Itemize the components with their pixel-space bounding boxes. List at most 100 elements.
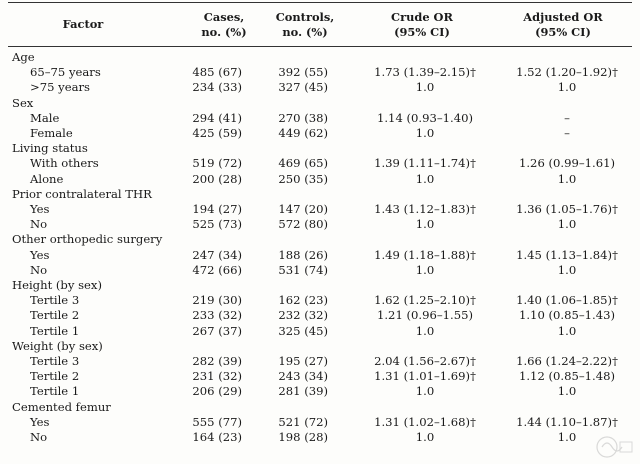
crude-or-cell: 1.39 (1.11–1.74)†	[374, 156, 476, 171]
adjusted-or-cell: 1.0	[557, 323, 577, 338]
controls-cell: 572 (80)	[278, 217, 328, 232]
controls-cell: 469 (65)	[278, 156, 328, 171]
table-row: Tertile 3 282 (39) 195 (27) 2.04 (1.56–2.67…	[8, 354, 632, 369]
crude-or-cell	[350, 232, 494, 247]
table-row: Tertile 3 219 (30) 162 (23) 1.62 (1.25–2.10…	[8, 293, 632, 308]
row-label: Living status	[12, 141, 88, 156]
controls-cell	[260, 232, 350, 247]
table-row: Alone 200 (28) 250 (35) 1.0 1.0	[8, 172, 632, 187]
table-row: Tertile 1 267 (37) 325 (45) 1.0 1.0	[8, 324, 632, 339]
row-label: No	[30, 217, 48, 232]
adjusted-or-cell	[494, 45, 632, 65]
group-header-row: Living status	[8, 141, 632, 156]
row-label: Tertile 3	[30, 354, 80, 369]
cases-cell	[188, 187, 260, 202]
row-label: Height (by sex)	[12, 278, 102, 293]
header-rule	[8, 46, 632, 47]
crude-or-cell: 1.14 (0.93–1.40)	[377, 110, 473, 125]
group-header-row: Cemented femur	[8, 400, 632, 415]
cases-cell	[188, 232, 260, 247]
row-label: Tertile 3	[30, 293, 80, 308]
adjusted-or-cell: –	[564, 126, 570, 141]
row-label: No	[30, 262, 48, 277]
crude-or-cell	[350, 96, 494, 111]
adjusted-or-cell: 1.0	[557, 217, 577, 232]
cases-cell: 485 (67)	[192, 65, 242, 80]
crude-or-cell: 1.0	[415, 323, 435, 338]
adjusted-or-cell	[494, 400, 632, 415]
table-row: 65–75 years 485 (67) 392 (55) 1.73 (1.39–2.…	[8, 65, 632, 80]
controls-cell	[260, 96, 350, 111]
adjusted-or-cell	[494, 96, 632, 111]
crude-or-cell	[350, 45, 494, 65]
row-label: Alone	[30, 171, 64, 186]
controls-cell: 327 (45)	[278, 80, 328, 95]
controls-cell: 521 (72)	[278, 414, 328, 429]
adjusted-or-cell	[494, 232, 632, 247]
adjusted-or-cell: –	[564, 110, 570, 125]
row-label: Cemented femur	[12, 399, 111, 414]
controls-cell: 147 (20)	[278, 202, 328, 217]
crude-or-cell: 1.0	[415, 217, 435, 232]
group-header-row: Weight (by sex)	[8, 339, 632, 354]
row-label: Yes	[30, 202, 50, 217]
data-table: Factor Cases, no. (%) Controls, no. (%) …	[8, 4, 632, 445]
adjusted-or-cell: 1.66 (1.24–2.22)†	[516, 354, 618, 369]
table-row: No 472 (66) 531 (74) 1.0 1.0	[8, 263, 632, 278]
cases-cell: 234 (33)	[192, 80, 242, 95]
adjusted-or-cell: 1.0	[557, 430, 577, 445]
crude-or-cell: 1.0	[415, 262, 435, 277]
top-rule	[8, 2, 632, 3]
crude-or-cell	[350, 187, 494, 202]
controls-cell: 325 (45)	[278, 323, 328, 338]
cases-cell	[188, 45, 260, 65]
table-row: With others 519 (72) 469 (65) 1.39 (1.11–1.…	[8, 156, 632, 171]
controls-cell: 250 (35)	[278, 171, 328, 186]
row-label: Prior contralateral THR	[12, 186, 152, 201]
header-crude-or: Crude OR (95% CI)	[391, 9, 453, 39]
cases-cell: 231 (32)	[192, 369, 242, 384]
cases-cell: 194 (27)	[192, 202, 242, 217]
header-controls: Controls, no. (%)	[275, 9, 335, 39]
row-label: Tertile 1	[30, 323, 80, 338]
table-row: No 164 (23) 198 (28) 1.0 1.0	[8, 430, 632, 445]
crude-or-cell	[350, 339, 494, 354]
cases-cell: 206 (29)	[192, 384, 242, 399]
row-label: Yes	[30, 247, 50, 262]
header-factor: Factor	[62, 17, 104, 31]
cases-cell	[188, 339, 260, 354]
cases-cell	[188, 400, 260, 415]
controls-cell: 392 (55)	[278, 65, 328, 80]
crude-or-cell: 1.62 (1.25–2.10)†	[374, 293, 476, 308]
row-label: Age	[12, 50, 35, 64]
row-label: Yes	[30, 414, 50, 429]
cases-cell: 519 (72)	[192, 156, 242, 171]
crude-or-cell: 1.43 (1.12–1.83)†	[374, 202, 476, 217]
crude-or-cell	[350, 278, 494, 293]
controls-cell	[260, 141, 350, 156]
table-row: Yes 247 (34) 188 (26) 1.49 (1.18–1.88)† 1.45…	[8, 248, 632, 263]
crude-or-cell: 1.0	[415, 126, 435, 141]
controls-cell	[260, 278, 350, 293]
adjusted-or-cell	[494, 278, 632, 293]
cases-cell: 233 (32)	[192, 308, 242, 323]
adjusted-or-cell: 1.0	[557, 262, 577, 277]
table-header: Factor Cases, no. (%) Controls, no. (%) …	[8, 4, 632, 45]
cases-cell: 472 (66)	[192, 262, 242, 277]
row-label: 65–75 years	[30, 65, 101, 80]
cases-cell	[188, 278, 260, 293]
controls-cell	[260, 400, 350, 415]
row-label: Tertile 2	[30, 369, 80, 384]
adjusted-or-cell: 1.36 (1.05–1.76)†	[516, 202, 618, 217]
table-row: Tertile 2 233 (32) 232 (32) 1.21 (0.96–1.55…	[8, 308, 632, 323]
adjusted-or-cell: 1.0	[557, 171, 577, 186]
crude-or-cell: 1.0	[415, 384, 435, 399]
group-header-row: Other orthopedic surgery	[8, 232, 632, 247]
group-header-row: Sex	[8, 96, 632, 111]
table-row: Tertile 1 206 (29) 281 (39) 1.0 1.0	[8, 384, 632, 399]
controls-cell: 531 (74)	[278, 262, 328, 277]
adjusted-or-cell: 1.52 (1.20–1.92)†	[516, 65, 618, 80]
row-label: Tertile 2	[30, 308, 80, 323]
cases-cell: 267 (37)	[192, 323, 242, 338]
cases-cell: 525 (73)	[192, 217, 242, 232]
